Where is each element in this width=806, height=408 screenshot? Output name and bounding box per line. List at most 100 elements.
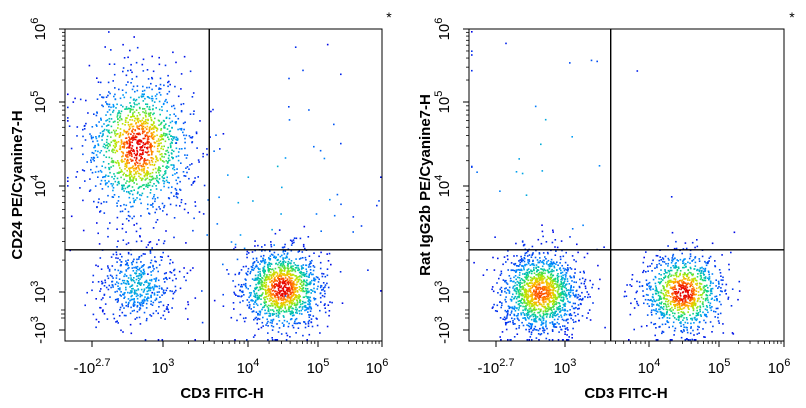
event-dot <box>183 134 185 137</box>
event-dot <box>733 231 736 234</box>
event-dot <box>307 296 310 298</box>
event-dot <box>534 325 537 328</box>
event-dot <box>190 184 193 186</box>
event-dot <box>156 175 158 177</box>
event-dot <box>142 58 145 61</box>
event-dot <box>167 151 170 154</box>
event-dot <box>158 287 161 290</box>
event-dot <box>249 304 251 306</box>
event-dot <box>547 270 549 273</box>
event-dot <box>545 291 548 294</box>
event-dot <box>572 289 574 292</box>
event-dot <box>551 270 554 273</box>
event-dot <box>277 331 280 333</box>
event-dot <box>141 168 143 171</box>
event-dot <box>149 204 152 206</box>
event-dot <box>133 115 135 118</box>
event-dot <box>273 302 276 305</box>
event-dot <box>280 213 282 215</box>
event-dot <box>571 255 574 257</box>
event-dot <box>290 266 292 269</box>
event-dot <box>322 287 325 289</box>
event-dot <box>327 260 330 262</box>
event-dot <box>118 119 121 122</box>
event-dot <box>143 272 146 275</box>
event-dot <box>123 184 125 187</box>
event-dot <box>316 288 319 290</box>
event-dot <box>284 301 287 304</box>
event-dot <box>496 282 498 284</box>
event-dot <box>239 313 242 316</box>
event-dot <box>567 329 569 331</box>
event-dot <box>258 282 261 285</box>
event-dot <box>296 303 299 305</box>
event-dot <box>269 294 272 297</box>
event-dot <box>556 280 559 283</box>
event-dot <box>541 271 543 274</box>
event-dot <box>153 126 155 128</box>
event-dot <box>120 295 122 297</box>
event-dot <box>294 289 296 291</box>
event-dot <box>301 313 303 315</box>
event-dot <box>97 232 99 235</box>
event-dot <box>309 300 312 302</box>
event-dot <box>542 322 545 324</box>
event-dot <box>146 300 149 302</box>
event-dot <box>276 165 279 168</box>
event-dot <box>146 147 148 149</box>
event-dot <box>101 139 103 141</box>
event-dot <box>123 160 125 163</box>
y-tick-exp: 3 <box>29 316 41 322</box>
event-dot <box>264 312 266 315</box>
y-tick-base: 10 <box>32 287 49 304</box>
event-dot <box>100 288 102 290</box>
event-dot <box>108 63 111 65</box>
event-dot <box>113 105 115 108</box>
event-dot <box>562 281 565 284</box>
event-dot <box>76 171 79 173</box>
event-dot <box>674 280 677 282</box>
event-dot <box>137 294 139 297</box>
event-dot <box>304 256 307 259</box>
event-dot <box>140 125 143 127</box>
event-dot <box>154 198 156 200</box>
event-dot <box>289 293 292 295</box>
event-dot <box>238 273 240 275</box>
event-dot <box>287 263 289 265</box>
event-dot <box>254 245 256 247</box>
event-dot <box>312 265 315 267</box>
event-dot <box>262 306 264 309</box>
event-dot <box>722 323 724 325</box>
event-dot <box>572 327 574 330</box>
event-dot <box>151 163 153 166</box>
event-dot <box>175 179 177 182</box>
event-dot <box>103 201 105 203</box>
event-dot <box>138 186 140 189</box>
event-dot <box>114 146 116 149</box>
event-dot <box>499 288 501 291</box>
event-dot <box>139 235 141 238</box>
event-dot <box>119 287 121 289</box>
event-dot <box>589 279 591 282</box>
event-dot <box>646 314 649 316</box>
event-dot <box>542 270 545 272</box>
event-dot <box>303 272 305 274</box>
event-dot <box>133 106 135 108</box>
event-dot <box>142 253 145 255</box>
event-dot <box>115 251 118 254</box>
event-dot <box>104 46 106 48</box>
event-dot <box>511 296 513 298</box>
event-dot <box>259 272 261 275</box>
event-dot <box>185 279 187 282</box>
event-dot <box>155 158 158 161</box>
event-dot <box>142 122 145 124</box>
event-dot <box>287 269 289 271</box>
event-dot <box>517 303 520 306</box>
event-dot <box>290 277 292 280</box>
event-dot <box>131 166 134 169</box>
event-dot <box>140 158 142 160</box>
event-dot <box>521 259 523 261</box>
event-dot <box>309 314 312 316</box>
event-dot <box>301 266 303 269</box>
event-dot <box>539 315 542 318</box>
